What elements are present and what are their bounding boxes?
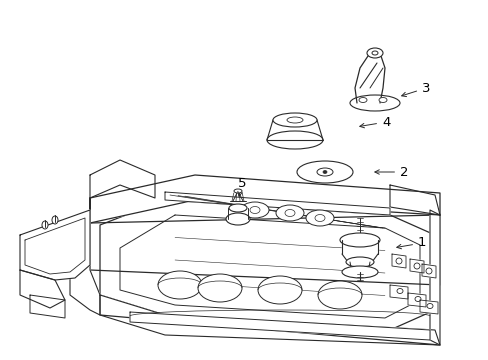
- Ellipse shape: [323, 171, 326, 174]
- Ellipse shape: [425, 268, 431, 274]
- Ellipse shape: [314, 215, 325, 221]
- Polygon shape: [389, 185, 439, 215]
- Ellipse shape: [346, 257, 373, 267]
- Ellipse shape: [349, 95, 399, 111]
- Polygon shape: [429, 210, 439, 345]
- Polygon shape: [421, 264, 435, 278]
- Ellipse shape: [272, 113, 316, 127]
- Polygon shape: [130, 312, 429, 340]
- Polygon shape: [341, 240, 377, 254]
- Polygon shape: [349, 262, 369, 272]
- Ellipse shape: [378, 98, 386, 103]
- Ellipse shape: [413, 263, 419, 269]
- Ellipse shape: [366, 48, 382, 58]
- Ellipse shape: [317, 281, 361, 309]
- Ellipse shape: [275, 205, 304, 221]
- Polygon shape: [164, 192, 389, 215]
- Ellipse shape: [339, 233, 379, 247]
- Polygon shape: [391, 254, 405, 268]
- Text: 4: 4: [359, 116, 389, 129]
- Polygon shape: [100, 200, 434, 330]
- Polygon shape: [419, 300, 437, 314]
- Ellipse shape: [341, 266, 377, 278]
- Polygon shape: [90, 160, 155, 198]
- Polygon shape: [90, 215, 439, 285]
- Ellipse shape: [158, 271, 202, 299]
- Text: 5: 5: [237, 176, 246, 196]
- Polygon shape: [25, 218, 85, 274]
- Ellipse shape: [42, 221, 48, 229]
- Ellipse shape: [358, 98, 366, 103]
- Ellipse shape: [52, 216, 58, 224]
- Ellipse shape: [414, 297, 420, 302]
- Ellipse shape: [249, 207, 260, 213]
- Ellipse shape: [426, 303, 432, 309]
- Polygon shape: [407, 293, 425, 307]
- Ellipse shape: [198, 274, 242, 302]
- Ellipse shape: [266, 131, 323, 149]
- Polygon shape: [100, 295, 439, 345]
- Ellipse shape: [395, 258, 401, 264]
- Text: 1: 1: [396, 237, 426, 249]
- Polygon shape: [90, 175, 439, 223]
- Ellipse shape: [396, 288, 402, 293]
- Polygon shape: [70, 198, 100, 315]
- Ellipse shape: [316, 168, 332, 176]
- Ellipse shape: [305, 210, 333, 226]
- Ellipse shape: [285, 210, 294, 216]
- Ellipse shape: [286, 117, 303, 123]
- Ellipse shape: [258, 276, 302, 304]
- Ellipse shape: [296, 161, 352, 183]
- Polygon shape: [20, 210, 90, 280]
- Ellipse shape: [371, 51, 377, 55]
- Polygon shape: [227, 208, 247, 219]
- Polygon shape: [266, 120, 323, 140]
- Polygon shape: [20, 270, 65, 308]
- Ellipse shape: [234, 189, 242, 193]
- Polygon shape: [389, 285, 407, 299]
- Polygon shape: [120, 215, 419, 318]
- Ellipse shape: [228, 204, 246, 212]
- Text: 3: 3: [401, 81, 429, 96]
- Polygon shape: [30, 295, 65, 318]
- Ellipse shape: [241, 202, 268, 218]
- Text: 2: 2: [374, 166, 407, 179]
- Polygon shape: [356, 53, 379, 103]
- Ellipse shape: [225, 213, 249, 225]
- Polygon shape: [409, 259, 423, 273]
